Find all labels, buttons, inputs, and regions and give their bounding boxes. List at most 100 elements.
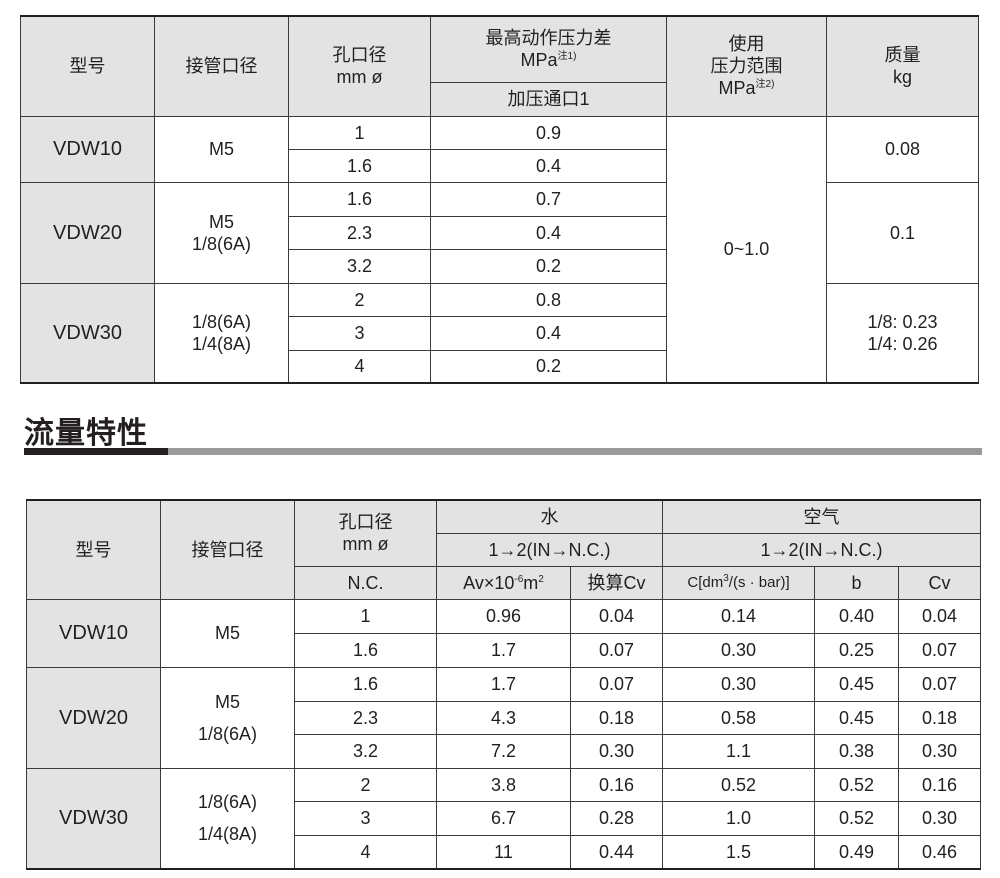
model-cell: VDW30 bbox=[26, 767, 161, 870]
av-cell: 6.7 bbox=[436, 800, 571, 836]
cv-water-cell: 0.18 bbox=[570, 700, 663, 735]
header-mass-unit: kg bbox=[892, 67, 912, 88]
header-air-path: 1→2(IN→N.C.) bbox=[661, 532, 982, 567]
orifice-cell: 1.6 bbox=[288, 181, 431, 217]
header-water-path: 1→2(IN→N.C.) bbox=[436, 532, 663, 567]
table-row: 4 0.2 bbox=[21, 349, 979, 384]
orifice-cell: 2 bbox=[288, 282, 431, 317]
header-av-exp: -6 bbox=[514, 573, 524, 585]
av-cell: 4.3 bbox=[436, 700, 571, 735]
cv-air-cell: 0.18 bbox=[897, 700, 982, 735]
orifice-cell: 1.6 bbox=[294, 632, 437, 668]
table-row: VDW20 M5 1/8(6A) 1.6 1.7 0.07 0.30 0.45 … bbox=[26, 666, 982, 769]
table-row: 1.6 0.4 bbox=[21, 148, 979, 183]
pressure-cell: 0.8 bbox=[430, 282, 667, 317]
header-orifice: 孔口径 mm ø bbox=[288, 15, 431, 117]
av-cell: 3.8 bbox=[436, 767, 571, 802]
pressure-cell: 0.9 bbox=[430, 115, 667, 150]
port-cell: M5 1/8(6A) bbox=[160, 666, 295, 769]
port-cell: 1/8(6A) 1/4(8A) bbox=[154, 282, 289, 384]
c-cell: 1.0 bbox=[662, 800, 815, 836]
table-row: 3 0.4 bbox=[21, 315, 979, 351]
header-nc: N.C. bbox=[294, 565, 437, 600]
b-cell: 0.38 bbox=[814, 733, 899, 769]
av-cell: 1.7 bbox=[436, 666, 571, 702]
orifice-cell: 4 bbox=[294, 834, 437, 870]
table-row: VDW30 1/8(6A) 1/4(8A) 2 3.8 0.16 0.52 0.… bbox=[26, 767, 982, 870]
cv-water-cell: 0.04 bbox=[570, 598, 663, 634]
port-cell: M5 bbox=[160, 598, 295, 668]
av-cell: 0.96 bbox=[436, 598, 571, 634]
port-cell: M5 bbox=[154, 115, 289, 183]
header-water: 水 bbox=[436, 499, 663, 534]
header-port-size: 接管口径 bbox=[160, 499, 295, 600]
mass-cell: 1/8: 0.23 1/4: 0.26 bbox=[826, 282, 979, 384]
port-cell: M5 1/8(6A) bbox=[154, 181, 289, 284]
header-operating-label-2: 压力范围 bbox=[710, 56, 783, 77]
av-cell: 1.7 bbox=[436, 632, 571, 668]
table-row: 4 11 0.44 1.5 0.49 0.46 bbox=[27, 834, 982, 870]
table-row: 1.6 1.7 0.07 0.30 0.25 0.07 bbox=[27, 632, 982, 668]
b-cell: 0.25 bbox=[814, 632, 899, 668]
c-cell: 1.5 bbox=[662, 834, 815, 870]
header-orifice-label: 孔口径 bbox=[338, 512, 393, 533]
mass-cell: 0.08 bbox=[826, 115, 979, 183]
orifice-cell: 1 bbox=[294, 598, 437, 634]
cv-air-cell: 0.07 bbox=[897, 666, 982, 702]
b-cell: 0.52 bbox=[814, 800, 899, 836]
table-row: VDW30 1/8(6A) 1/4(8A) 2 0.8 1/8: 0.23 1/… bbox=[20, 282, 979, 384]
header-model: 型号 bbox=[26, 499, 161, 600]
model-cell: VDW10 bbox=[26, 598, 161, 668]
header-mass-label: 质量 bbox=[884, 45, 921, 66]
spec-table: 型号 接管口径 孔口径 mm ø 最高动作压力差 MPa注1) 使用 压力范围 … bbox=[20, 15, 979, 384]
section-rule bbox=[168, 448, 982, 455]
cv-air-cell: 0.30 bbox=[897, 733, 982, 769]
orifice-cell: 3.2 bbox=[288, 248, 431, 284]
note-1: 注1) bbox=[557, 51, 577, 63]
orifice-cell: 3 bbox=[294, 800, 437, 836]
cv-water-cell: 0.07 bbox=[570, 666, 663, 702]
section-title: 流量特性 bbox=[24, 416, 148, 451]
header-orifice-unit: mm ø bbox=[342, 534, 389, 555]
table-row: 3.2 0.2 bbox=[21, 248, 979, 284]
orifice-cell: 3.2 bbox=[294, 733, 437, 769]
header-orifice-label: 孔口径 bbox=[332, 45, 387, 66]
header-av-unit-exp: 2 bbox=[538, 573, 544, 585]
c-cell: 0.58 bbox=[662, 700, 815, 735]
c-cell: 0.30 bbox=[662, 632, 815, 668]
operating-range-cell: 0~1.0 bbox=[666, 115, 827, 384]
header-air: 空气 bbox=[661, 499, 982, 534]
table-row: VDW20 M5 1/8(6A) 1.6 0.7 0.1 bbox=[20, 181, 979, 284]
b-cell: 0.52 bbox=[814, 767, 899, 802]
pressure-cell: 0.2 bbox=[430, 349, 667, 384]
pressure-cell: 0.4 bbox=[430, 148, 667, 183]
header-operating-range: 使用 压力范围 MPa注2) bbox=[666, 15, 827, 117]
model-cell: VDW20 bbox=[20, 181, 155, 284]
pressure-cell: 0.4 bbox=[430, 215, 667, 250]
cv-air-cell: 0.16 bbox=[897, 767, 982, 802]
section-rule-accent bbox=[24, 448, 168, 455]
header-operating-unit: MPa bbox=[718, 78, 756, 99]
header-port-size: 接管口径 bbox=[154, 15, 289, 117]
orifice-cell: 1.6 bbox=[288, 148, 431, 183]
port-cell: 1/8(6A) 1/4(8A) bbox=[160, 767, 295, 870]
cv-air-cell: 0.30 bbox=[897, 800, 982, 836]
cv-water-cell: 0.16 bbox=[570, 767, 663, 802]
c-cell: 0.14 bbox=[662, 598, 815, 634]
b-cell: 0.40 bbox=[814, 598, 899, 634]
cv-air-cell: 0.07 bbox=[897, 632, 982, 668]
flow-characteristics-table: 型号 接管口径 孔口径 mm ø 水 空气 1→2(IN→N.C.) 1→2(I… bbox=[26, 499, 982, 870]
cv-water-cell: 0.44 bbox=[570, 834, 663, 870]
header-mass: 质量 kg bbox=[826, 15, 979, 117]
header-pressurized-port: 加压通口1 bbox=[430, 81, 667, 117]
header-max-pressure-unit: MPa bbox=[520, 50, 558, 71]
table-row: 2.3 4.3 0.18 0.58 0.45 0.18 bbox=[27, 700, 982, 735]
header-max-pressure-label: 最高动作压力差 bbox=[485, 28, 612, 49]
orifice-cell: 2.3 bbox=[294, 700, 437, 735]
mass-cell: 0.1 bbox=[826, 181, 979, 284]
b-cell: 0.49 bbox=[814, 834, 899, 870]
orifice-cell: 3 bbox=[288, 315, 431, 351]
note-2: 注2) bbox=[755, 79, 775, 91]
model-cell: VDW10 bbox=[20, 115, 155, 183]
c-cell: 1.1 bbox=[662, 733, 815, 769]
